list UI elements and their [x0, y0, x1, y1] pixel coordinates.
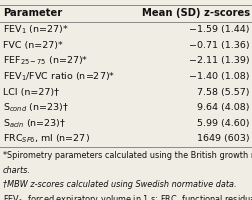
Text: 1649 (603): 1649 (603)	[197, 134, 249, 144]
Text: Parameter: Parameter	[3, 8, 62, 19]
Text: 5.99 (4.60): 5.99 (4.60)	[197, 119, 249, 128]
Text: FEV$_1$, forced expiratory volume in 1 s; FRC, functional residual capacity;: FEV$_1$, forced expiratory volume in 1 s…	[3, 192, 252, 200]
Text: Mean (SD) z-scores: Mean (SD) z-scores	[141, 8, 249, 19]
Text: −1.40 (1.08): −1.40 (1.08)	[189, 72, 249, 81]
Text: 7.58 (5.57): 7.58 (5.57)	[197, 88, 249, 97]
Text: LCI (n=27)†: LCI (n=27)†	[3, 88, 59, 97]
Text: FEV$_1$/FVC ratio (n=27)*: FEV$_1$/FVC ratio (n=27)*	[3, 70, 115, 83]
Text: −2.11 (1.39): −2.11 (1.39)	[188, 56, 249, 66]
Text: *Spirometry parameters calculated using the British growth reference: *Spirometry parameters calculated using …	[3, 151, 252, 160]
Text: −0.71 (1.36): −0.71 (1.36)	[188, 41, 249, 50]
Text: S$_{acin}$ (n=23)†: S$_{acin}$ (n=23)†	[3, 117, 66, 130]
Text: FEF$_{25-75}$ (n=27)*: FEF$_{25-75}$ (n=27)*	[3, 55, 88, 67]
Text: FVC (n=27)*: FVC (n=27)*	[3, 41, 62, 50]
Text: −1.59 (1.44): −1.59 (1.44)	[189, 25, 249, 34]
Text: FRC$_{SF6}$, ml (n=27): FRC$_{SF6}$, ml (n=27)	[3, 133, 90, 145]
Text: †MBW z-scores calculated using Swedish normative data.: †MBW z-scores calculated using Swedish n…	[3, 180, 236, 189]
Text: charts.: charts.	[3, 166, 31, 175]
Text: 9.64 (4.08): 9.64 (4.08)	[197, 103, 249, 112]
Text: S$_{cond}$ (n=23)†: S$_{cond}$ (n=23)†	[3, 102, 68, 114]
Text: FEV$_1$ (n=27)*: FEV$_1$ (n=27)*	[3, 24, 68, 36]
